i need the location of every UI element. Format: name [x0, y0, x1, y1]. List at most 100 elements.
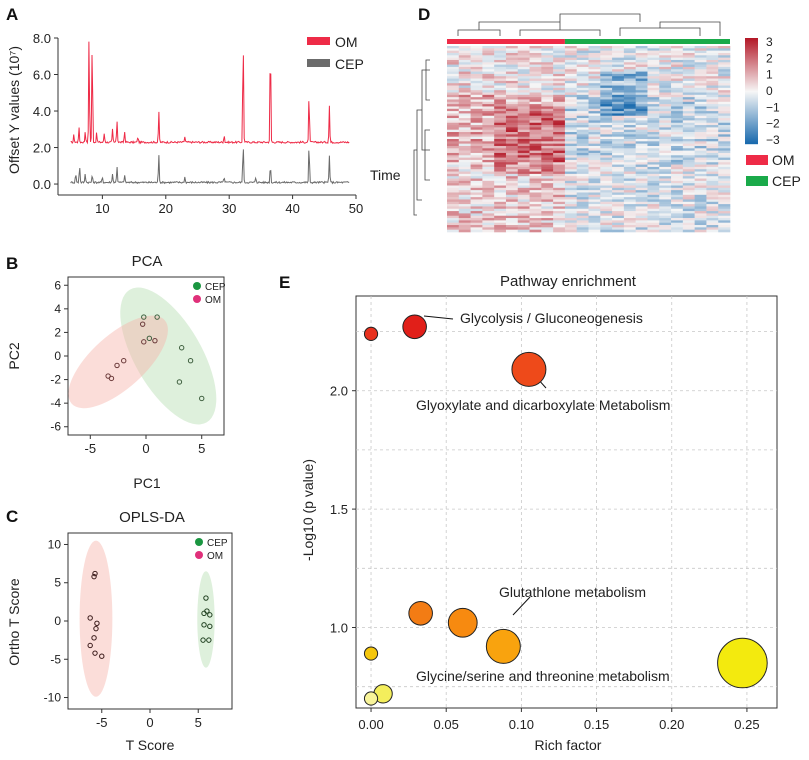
heatmap-cell [612, 145, 625, 149]
heatmap-cell [694, 80, 707, 84]
heatmap-cell [529, 150, 542, 154]
heatmap-cell [612, 62, 625, 65]
heatmap-cell [458, 101, 471, 105]
heatmap-cell [682, 108, 695, 112]
heatmap-cell [588, 211, 601, 214]
panel-a-ylabel: Offset Y values (10⁷) [6, 46, 22, 174]
heatmap-cell [612, 97, 625, 100]
heatmap-cell [694, 150, 707, 154]
heatmap-cell [671, 218, 684, 221]
heatmap-cell [694, 178, 707, 182]
point-cep [199, 395, 205, 402]
heatmap-cell [529, 87, 542, 91]
heatmap-cell [529, 185, 542, 189]
heatmap-cell [505, 143, 519, 147]
heatmap-cell [517, 178, 530, 182]
heatmap-cell [517, 206, 530, 210]
heatmap-cell [588, 227, 601, 230]
heatmap-cell [694, 76, 707, 79]
heatmap-cell [564, 101, 578, 105]
heatmap-cell [718, 157, 731, 161]
colorbar-step [745, 79, 758, 81]
heatmap-cell [588, 220, 601, 224]
legend-swatch-cep [746, 176, 768, 186]
heatmap-cell [659, 183, 672, 186]
heatmap-cell [588, 178, 601, 182]
colorbar-step [745, 38, 758, 40]
heatmap-cell [718, 122, 731, 126]
heatmap-cell [529, 83, 542, 86]
heatmap-cell [671, 225, 684, 228]
heatmap-cell [706, 115, 719, 119]
heatmap-cell [659, 155, 672, 158]
point-cep [206, 637, 212, 643]
heatmap-cell [588, 141, 601, 144]
heatmap-cell [682, 113, 695, 117]
heatmap-cell [659, 113, 672, 117]
heatmap-cell [564, 176, 578, 179]
heatmap-cell [706, 59, 719, 63]
heatmap-cell [612, 204, 625, 207]
heatmap-cell [470, 125, 483, 128]
heatmap-cell [494, 136, 507, 140]
heatmap-cell [659, 115, 672, 119]
heatmap-cell [647, 99, 660, 103]
heatmap-cell [517, 173, 530, 177]
heatmap-cell [541, 134, 554, 137]
colorbar-step [745, 59, 758, 61]
heatmap-cell [517, 108, 530, 112]
heatmap-cell [553, 50, 566, 54]
heatmap-cell [600, 213, 613, 217]
colorbar-step [745, 129, 758, 131]
heatmap-cell [553, 187, 566, 191]
heatmap-cell [682, 59, 695, 63]
heatmap-cell [647, 201, 660, 205]
heatmap-cell [505, 211, 519, 214]
annotation-glycolysis: Glycolysis / Gluconeogenesis [460, 310, 643, 326]
heatmap-cell [718, 48, 731, 51]
heatmap-cell [694, 64, 707, 68]
heatmap-cell [529, 206, 542, 210]
heatmap-cell [612, 99, 625, 103]
heatmap-cell [647, 187, 660, 191]
heatmap-cell [588, 101, 601, 105]
heatmap-cell [694, 66, 707, 70]
heatmap-cell [505, 90, 519, 93]
heatmap-cell [671, 83, 684, 86]
enrichment-bubble [408, 600, 433, 626]
colorbar-step [745, 138, 758, 140]
heatmap-cell [553, 122, 566, 126]
heatmap-cell [447, 141, 460, 144]
colorbar-step [745, 71, 758, 73]
heatmap-cell [612, 201, 625, 205]
point-cep [176, 379, 183, 385]
colorbar-step [745, 66, 758, 68]
colorbar-step [745, 91, 758, 93]
heatmap-cell [694, 59, 707, 63]
heatmap-cell [647, 104, 660, 107]
heatmap-cell [706, 104, 719, 107]
heatmap-cell [694, 192, 707, 196]
heatmap-cell [623, 199, 636, 203]
heatmap-cell [588, 159, 601, 163]
heatmap-cell [564, 215, 578, 219]
heatmap-cell [470, 120, 483, 124]
heatmap-cell [694, 145, 707, 149]
heatmap-cell [576, 129, 589, 133]
heatmap-cell [623, 69, 636, 72]
heatmap-cell [553, 220, 566, 224]
heatmap-cell [576, 71, 589, 75]
heatmap-cell [612, 76, 625, 79]
heatmap-cell [647, 97, 660, 100]
heatmap-cell [482, 199, 495, 203]
colorbar-step [745, 39, 758, 41]
heatmap-cell [623, 52, 636, 56]
colorbar-step [745, 137, 758, 139]
heatmap-cell [706, 64, 719, 68]
heatmap-cell [517, 71, 530, 75]
heatmap-cell [600, 64, 613, 68]
heatmap-cell [553, 229, 566, 233]
heatmap-cell [458, 176, 471, 179]
heatmap-cell [494, 59, 507, 63]
heatmap-cell [494, 129, 507, 133]
